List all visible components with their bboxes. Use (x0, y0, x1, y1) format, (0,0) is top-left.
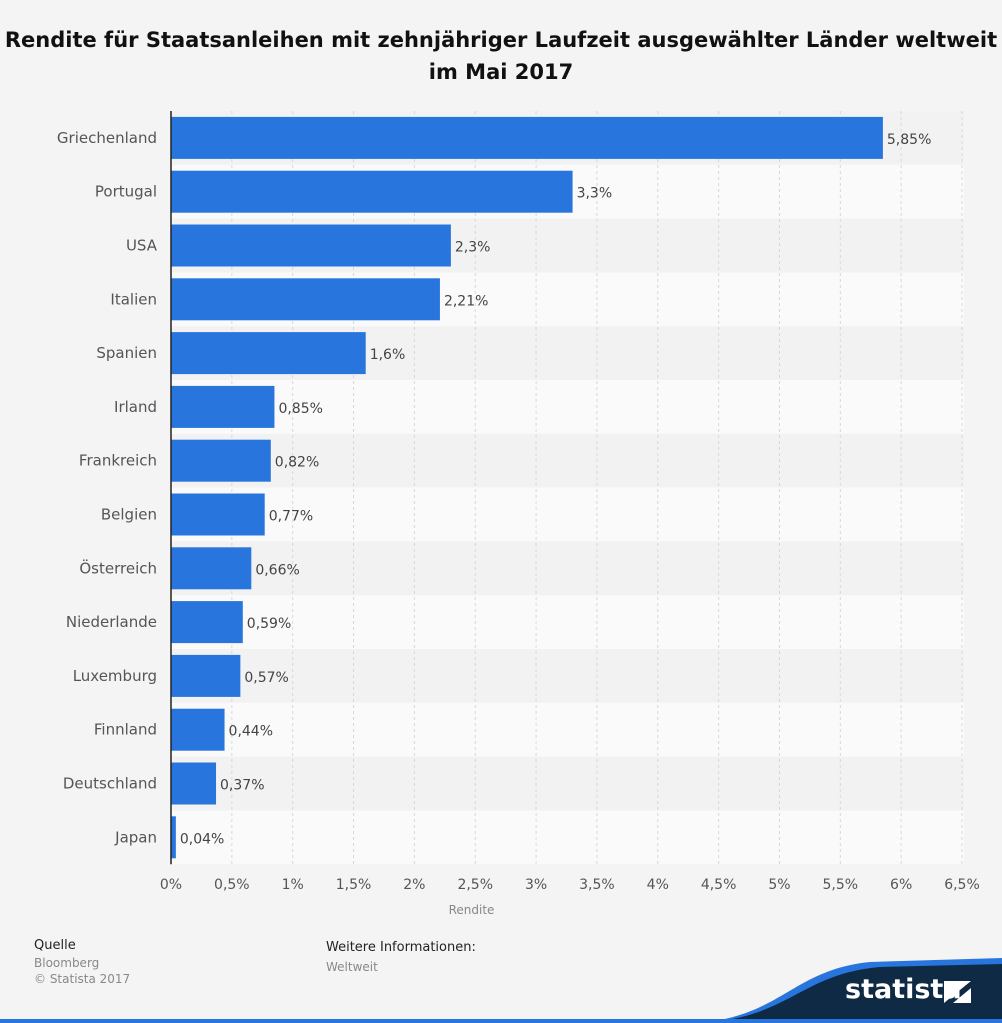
statista-logo-text: statista (845, 974, 962, 1005)
data-label: 0,82% (275, 455, 319, 471)
row-band (171, 756, 964, 811)
source-heading: Quelle (34, 938, 76, 953)
data-label: 0,59% (247, 616, 291, 632)
row-band (171, 380, 964, 434)
bar (171, 816, 176, 859)
x-tick-label: 1% (282, 877, 304, 893)
y-category-label: Belgien (101, 506, 157, 524)
bar (171, 547, 252, 590)
chart-title: Rendite für Staatsanleihen mit zehnjähri… (4, 28, 998, 84)
data-label: 1,6% (370, 347, 406, 363)
x-tick-label: 5% (768, 877, 790, 893)
row-band (171, 487, 964, 542)
row-band (171, 649, 964, 703)
y-category-label: Italien (110, 290, 157, 308)
bar (171, 708, 225, 751)
y-category-label: Deutschland (63, 775, 157, 793)
row-band (171, 810, 964, 865)
x-tick-label: 0% (160, 877, 182, 893)
bar (171, 278, 440, 321)
data-label: 0,85% (278, 401, 322, 417)
data-label: 5,85% (887, 132, 931, 148)
x-tick-label: 4% (647, 877, 669, 893)
data-label: 3,3% (577, 186, 613, 202)
x-tick-label: 2,5% (457, 877, 493, 893)
statista-logo-banner (0, 958, 1002, 1023)
x-tick-label: 4,5% (701, 877, 737, 893)
y-category-label: Portugal (95, 183, 157, 201)
x-tick-label: 6% (890, 877, 912, 893)
y-category-label: Niederlande (66, 613, 157, 631)
data-label: 0,57% (244, 670, 288, 686)
x-tick-label: 2% (403, 877, 425, 893)
x-tick-label: 0,5% (214, 877, 250, 893)
bar (171, 493, 265, 536)
x-axis-title: Rendite (449, 903, 495, 917)
bar (171, 332, 366, 375)
bar (171, 385, 275, 428)
y-category-label: Spanien (96, 344, 157, 362)
bar (171, 116, 883, 159)
data-label: 2,3% (455, 240, 491, 256)
y-category-label: Luxemburg (73, 667, 157, 685)
copyright-text: © Statista 2017 (34, 972, 131, 986)
y-category-label: Finnland (94, 721, 157, 739)
bar (171, 601, 243, 644)
y-category-label: Frankreich (79, 452, 157, 470)
row-band (171, 595, 964, 649)
bar (171, 654, 241, 697)
row-band (171, 541, 964, 596)
bar (171, 170, 573, 213)
data-label: 2,21% (444, 293, 488, 309)
bar (171, 439, 271, 482)
row-band (171, 702, 964, 757)
data-label: 0,77% (269, 509, 313, 525)
bar (171, 224, 451, 267)
y-category-label: Irland (114, 398, 157, 416)
x-tick-label: 3% (525, 877, 547, 893)
data-label: 0,04% (180, 831, 224, 847)
x-tick-label: 6,5% (944, 877, 980, 893)
info-text: Weltweit (326, 960, 378, 974)
y-category-label: USA (126, 237, 158, 255)
statista-logo-icon (944, 981, 971, 1003)
x-tick-label: 5,5% (823, 877, 859, 893)
data-label: 0,66% (255, 562, 299, 578)
y-category-label: Österreich (79, 558, 157, 577)
info-heading: Weitere Informationen: (326, 940, 476, 955)
row-band (171, 433, 964, 488)
x-tick-label: 1,5% (336, 877, 372, 893)
bar (171, 762, 217, 805)
source-text: Bloomberg (34, 956, 100, 970)
data-label: 0,44% (229, 724, 273, 740)
x-tick-label: 3,5% (579, 877, 615, 893)
data-label: 0,37% (220, 778, 264, 794)
y-category-label: Japan (114, 828, 157, 846)
y-category-label: Griechenland (57, 129, 157, 147)
